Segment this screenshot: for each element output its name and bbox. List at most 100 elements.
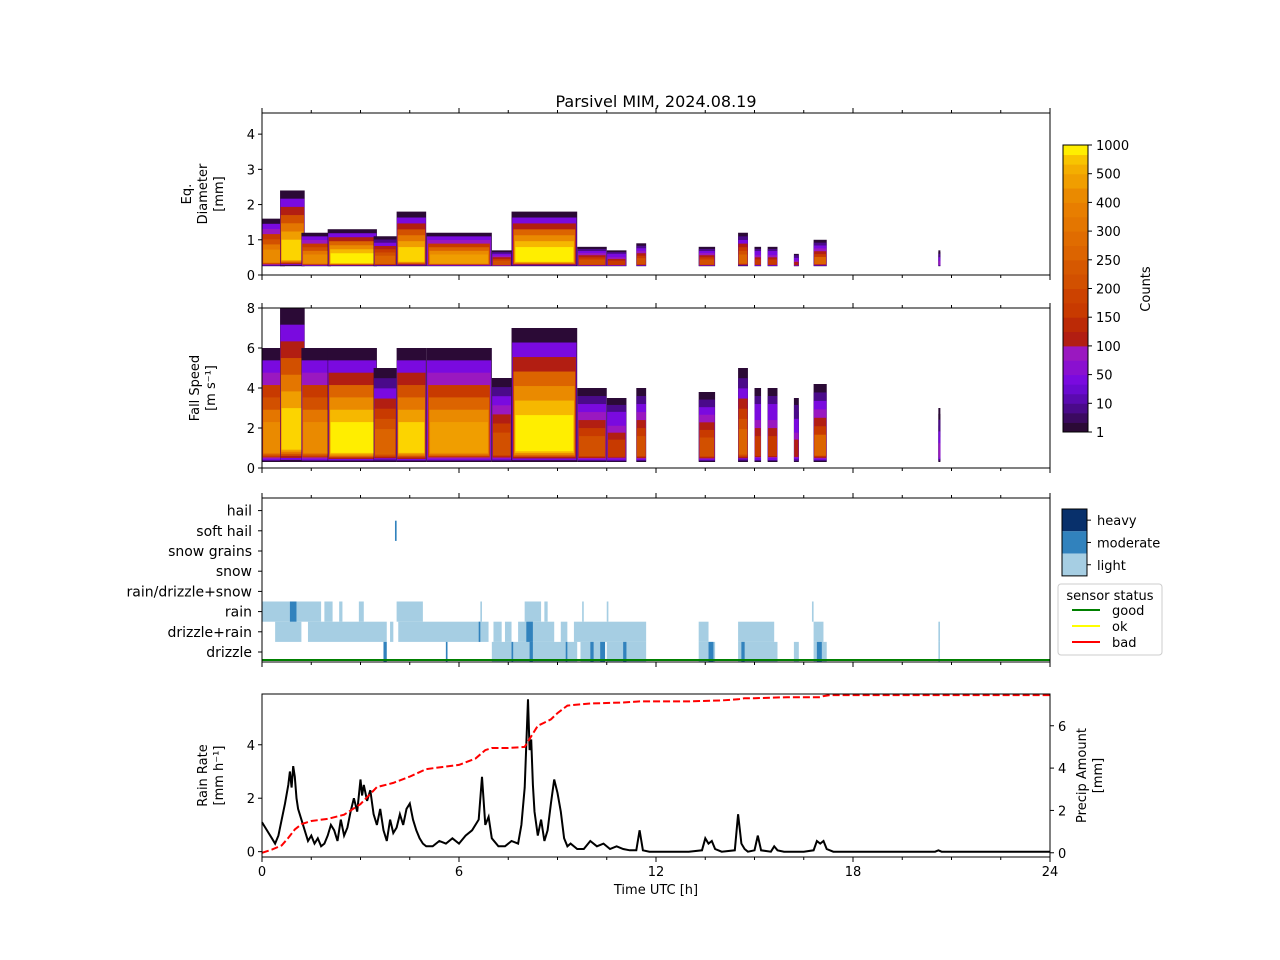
- heatmap-cell: [607, 260, 626, 265]
- colorbar-tick-label: 50: [1096, 369, 1113, 384]
- status-legend-label: ok: [1112, 620, 1128, 635]
- type-cell-moderate: [383, 641, 387, 663]
- x-axis-label: Time UTC [h]: [613, 883, 698, 898]
- intensity-legend-frame: [1061, 508, 1088, 577]
- heatmap-cell: [515, 247, 574, 262]
- diameter-panel-ytick-label: 4: [247, 128, 255, 143]
- precip-amount-right-ytick-label: 6: [1058, 720, 1066, 735]
- colorbar-cell: [1063, 288, 1088, 304]
- heatmap-cell: [738, 254, 748, 264]
- x-tick-label: 24: [1042, 865, 1059, 880]
- colorbar-cell: [1063, 331, 1088, 347]
- heatmap-cell: [303, 254, 330, 264]
- intensity-legend-label: moderate: [1097, 536, 1160, 551]
- rain-rate-left-ytick-label: 0: [247, 846, 255, 861]
- type-cell-light: [738, 621, 775, 642]
- heatmap-cell: [493, 432, 511, 456]
- diameter-panel-ylabel: Diameter: [196, 163, 211, 224]
- colorbar-tick-label: 150: [1096, 311, 1121, 326]
- type-cell-light: [938, 621, 941, 642]
- fallspeed-panel-ylabel: Fall Speed: [188, 355, 203, 421]
- heatmap-cell: [330, 253, 374, 264]
- type-cell-light: [275, 621, 302, 642]
- colorbar-cell: [1063, 164, 1088, 175]
- diameter-panel: 0 1 2 3 4 Eq. Diameter [mm]: [180, 108, 1051, 284]
- colorbar-cell: [1063, 245, 1088, 261]
- category-label: snow: [216, 564, 252, 580]
- type-cell-moderate: [565, 641, 568, 663]
- heatmap-cell: [768, 259, 777, 265]
- heatmap-cell: [754, 259, 761, 265]
- type-cell-light: [938, 641, 941, 663]
- diameter-panel-ylabel: Eq.: [180, 184, 195, 205]
- colorbar-cell: [1063, 216, 1088, 232]
- colorbar-cell: [1063, 374, 1088, 385]
- type-cell-light: [813, 621, 824, 642]
- colorbar-tick-label: 100: [1096, 340, 1121, 355]
- colorbar-cell: [1063, 403, 1088, 414]
- category-label: hail: [227, 504, 252, 520]
- colorbar-cell: [1063, 393, 1088, 404]
- intensity-legend-label: heavy: [1097, 514, 1137, 529]
- precip-amount-ylabel: [mm]: [1091, 758, 1106, 793]
- intensity-legend-swatch: [1062, 509, 1087, 532]
- type-cell-light: [390, 621, 394, 642]
- heatmap-cell: [754, 436, 761, 457]
- status-legend-label: good: [1112, 604, 1144, 619]
- heatmap-cell: [699, 259, 715, 265]
- counts-colorbar: 1 10 50 100 150 200 250 300 400 500 1000 Counts: [1062, 139, 1154, 441]
- rain-rate-left-ytick-label: 2: [247, 792, 255, 807]
- heatmap-cell: [493, 260, 511, 265]
- fallspeed-panel: 0 2 4 6 8 Fall Speed [m s⁻¹]: [188, 302, 1051, 477]
- status-legend-label: bad: [1112, 636, 1136, 651]
- category-label: rain: [225, 605, 252, 621]
- heatmap-cell: [578, 259, 605, 265]
- type-cell-light: [544, 601, 548, 622]
- colorbar-cell: [1063, 412, 1088, 423]
- type-cell-light: [793, 641, 799, 663]
- colorbar-cell: [1063, 422, 1088, 433]
- colorbar-cell: [1063, 259, 1088, 275]
- type-cell-light: [560, 621, 568, 642]
- heatmap-cell: [263, 422, 284, 453]
- fallspeed-panel-ytick-label: 0: [247, 462, 255, 477]
- heatmap-cell: [607, 439, 626, 457]
- type-cell-light: [339, 601, 343, 622]
- heatmap-cell: [430, 422, 488, 453]
- diameter-panel-ylabel: [mm]: [212, 176, 227, 211]
- colorbar-tick-label: 1: [1096, 426, 1104, 441]
- heatmap-cell: [515, 415, 574, 452]
- colorbar-cell: [1063, 154, 1088, 165]
- colorbar-cell: [1063, 188, 1088, 203]
- intensity-legend-swatch: [1062, 553, 1087, 576]
- heatmap-cell: [938, 260, 941, 265]
- colorbar-cell: [1063, 231, 1088, 246]
- diameter-panel-ytick-label: 1: [247, 234, 255, 249]
- heatmap-cell: [814, 256, 826, 265]
- precip-amount-line: [261, 694, 1050, 854]
- heatmap-cell: [814, 434, 826, 456]
- heatmap-cell: [303, 422, 330, 453]
- type-cell-light: [582, 601, 584, 622]
- intensity-legend-label: light: [1097, 559, 1126, 574]
- type-cell-moderate: [445, 641, 448, 663]
- heatmap-cell: [263, 249, 284, 263]
- precip-amount-right-ytick-label: 4: [1058, 762, 1066, 777]
- precip-type-panel: drizzle drizzle+rain rain rain/drizzle+snow…: [127, 493, 1051, 667]
- colorbar-cell: [1063, 317, 1088, 333]
- x-tick-label: 0: [258, 865, 266, 880]
- colorbar-tick-label: 200: [1096, 283, 1121, 298]
- category-label: soft hail: [196, 524, 252, 540]
- category-label: drizzle+rain: [167, 625, 252, 641]
- intensity-legend-swatch: [1062, 531, 1087, 554]
- type-cell-moderate: [600, 641, 606, 663]
- colorbar-cell: [1063, 274, 1088, 289]
- x-tick-label: 18: [845, 865, 862, 880]
- figure-title: Parsivel MIM, 2024.08.19: [555, 92, 756, 111]
- type-cell-moderate: [708, 641, 714, 663]
- heatmap-cell: [281, 408, 304, 450]
- type-cell-light: [698, 621, 709, 642]
- heatmap-cell: [699, 437, 715, 457]
- type-cell-moderate: [478, 621, 481, 642]
